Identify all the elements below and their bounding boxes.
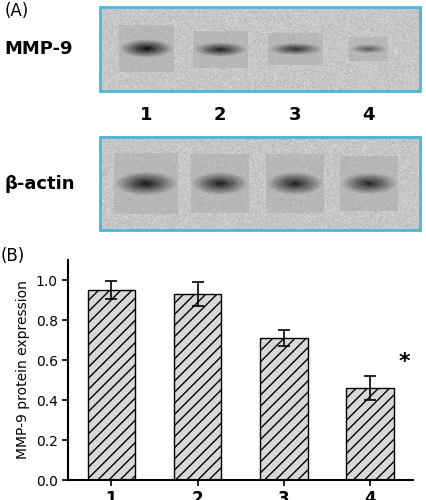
Bar [174, 294, 221, 480]
Text: β-actin: β-actin [4, 174, 75, 192]
Bar [346, 388, 394, 480]
Y-axis label: MMP-9 protein expression: MMP-9 protein expression [16, 280, 30, 460]
Bar [100, 137, 420, 230]
Bar [100, 7, 420, 91]
Text: 2: 2 [214, 106, 226, 124]
Text: MMP-9: MMP-9 [4, 40, 73, 58]
Bar [88, 290, 135, 480]
Text: 3: 3 [289, 106, 301, 124]
Text: (B): (B) [1, 247, 25, 265]
Text: 4: 4 [362, 106, 375, 124]
Bar [260, 338, 308, 480]
Text: 1: 1 [140, 106, 153, 124]
Text: *: * [398, 352, 410, 372]
Text: (A): (A) [4, 2, 29, 21]
